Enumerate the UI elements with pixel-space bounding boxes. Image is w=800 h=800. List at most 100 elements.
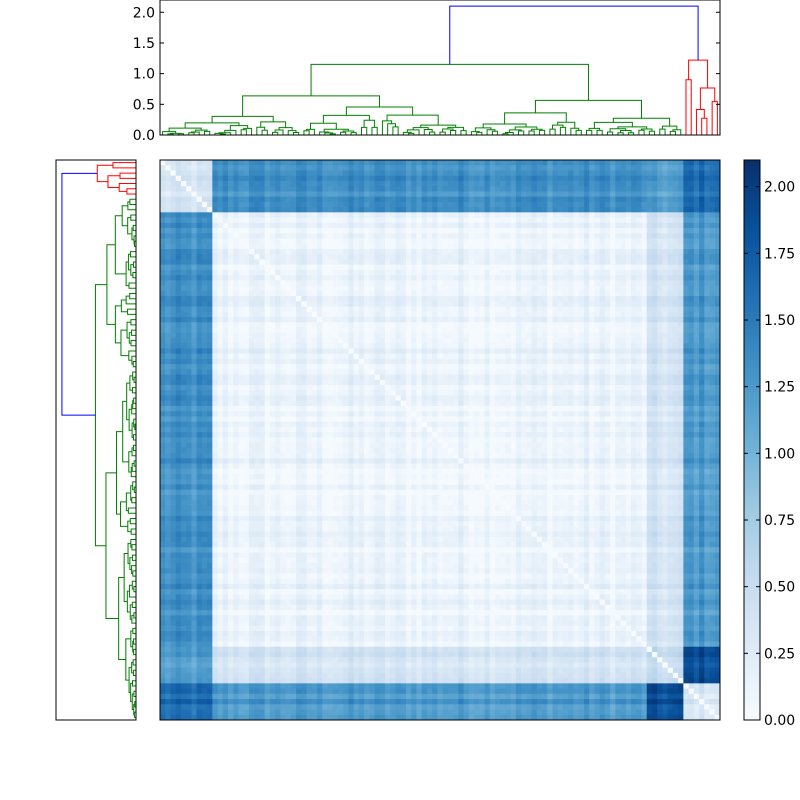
heatmap-cell <box>311 364 318 370</box>
heatmap-cell <box>699 322 705 328</box>
heatmap-cell <box>264 217 271 224</box>
heatmap-cell <box>421 369 428 375</box>
heatmap-cell <box>296 254 302 260</box>
heatmap-cell <box>625 343 632 349</box>
heatmap-cell <box>254 385 260 391</box>
heatmap-cell <box>542 322 548 328</box>
heatmap-cell <box>191 369 198 375</box>
heatmap-cell <box>411 191 417 198</box>
heatmap-cell <box>160 207 166 213</box>
heatmap-cell <box>385 322 391 328</box>
heatmap-cell <box>536 343 543 349</box>
top-dendrogram-y-tick-label: 1.5 <box>133 36 155 52</box>
heatmap-cell <box>416 228 423 234</box>
heatmap-cell <box>217 238 224 245</box>
heatmap-cell <box>191 180 198 187</box>
heatmap-cell <box>369 243 375 250</box>
heatmap-cell <box>395 233 402 239</box>
heatmap-cell <box>248 264 255 271</box>
heatmap-cell <box>526 343 532 349</box>
heatmap-cell <box>358 264 365 271</box>
heatmap-cell <box>453 317 459 323</box>
heatmap-cell <box>395 306 402 313</box>
heatmap-cell <box>327 207 334 213</box>
heatmap-cell <box>604 322 611 328</box>
heatmap-cell <box>327 337 334 344</box>
heatmap-cell <box>254 201 260 208</box>
heatmap-cell <box>275 254 281 260</box>
heatmap-cell <box>578 317 585 323</box>
heatmap-cell <box>290 390 297 396</box>
heatmap-cell <box>322 358 328 365</box>
heatmap-cell <box>165 306 171 313</box>
heatmap-cell <box>615 348 621 355</box>
heatmap-cell <box>233 269 239 276</box>
heatmap-cell <box>296 180 302 187</box>
heatmap-cell <box>290 358 297 365</box>
heatmap-cell <box>536 317 543 323</box>
heatmap-cell <box>662 170 669 177</box>
heatmap-cell <box>662 180 669 187</box>
heatmap-cell <box>615 243 621 250</box>
heatmap-cell <box>191 301 198 307</box>
heatmap-cell <box>468 317 475 323</box>
heatmap-cell <box>599 348 606 355</box>
heatmap-cell <box>578 296 585 302</box>
heatmap-cell <box>170 254 177 260</box>
heatmap-cell <box>437 269 444 276</box>
heatmap-cell <box>395 358 402 365</box>
heatmap-cell <box>542 238 548 245</box>
heatmap-cell <box>704 222 710 229</box>
heatmap-cell <box>573 264 580 271</box>
heatmap-cell <box>233 238 239 245</box>
heatmap-cell <box>201 385 208 391</box>
heatmap-cell <box>562 275 569 281</box>
heatmap-cell <box>641 160 648 166</box>
heatmap-cell <box>589 238 595 245</box>
heatmap-cell <box>442 264 449 271</box>
heatmap-cell <box>353 160 360 166</box>
heatmap-cell <box>322 228 328 234</box>
heatmap-cell <box>704 353 710 360</box>
heatmap-cell <box>437 280 444 287</box>
heatmap-cell <box>379 364 386 370</box>
heatmap-cell <box>327 280 334 287</box>
heatmap-cell <box>693 222 700 229</box>
heatmap-cell <box>678 280 684 287</box>
heatmap-cell <box>228 254 234 260</box>
heatmap-cell <box>688 285 695 292</box>
heatmap-cell <box>610 290 616 297</box>
heatmap-cell <box>238 353 245 360</box>
heatmap-cell <box>243 238 250 245</box>
heatmap-cell <box>699 233 705 239</box>
heatmap-cell <box>254 364 260 370</box>
heatmap-cell <box>353 269 360 276</box>
heatmap-cell <box>678 317 684 323</box>
heatmap-cell <box>552 217 559 224</box>
heatmap-cell <box>327 306 334 313</box>
heatmap-cell <box>180 254 187 260</box>
heatmap-cell <box>583 322 590 328</box>
heatmap-cell <box>207 285 213 292</box>
heatmap-cell <box>479 327 485 334</box>
heatmap-cell <box>264 186 271 192</box>
heatmap-cell <box>547 175 553 182</box>
heatmap-cell <box>432 296 438 302</box>
heatmap-cell <box>688 317 695 323</box>
heatmap-cell <box>542 259 548 266</box>
heatmap-cell <box>542 180 548 187</box>
heatmap-cell <box>646 254 653 260</box>
heatmap-cell <box>651 175 658 182</box>
heatmap-cell <box>604 191 611 198</box>
heatmap-cell <box>442 217 449 224</box>
heatmap-cell <box>243 322 250 328</box>
heatmap-cell <box>353 337 360 344</box>
heatmap-cell <box>301 385 307 391</box>
heatmap-cell <box>505 332 512 339</box>
heatmap-cell <box>583 348 590 355</box>
heatmap-cell <box>222 196 229 203</box>
heatmap-cell <box>468 160 475 166</box>
heatmap-cell <box>248 259 255 266</box>
heatmap-cell <box>228 191 234 198</box>
heatmap-cell <box>400 358 407 365</box>
